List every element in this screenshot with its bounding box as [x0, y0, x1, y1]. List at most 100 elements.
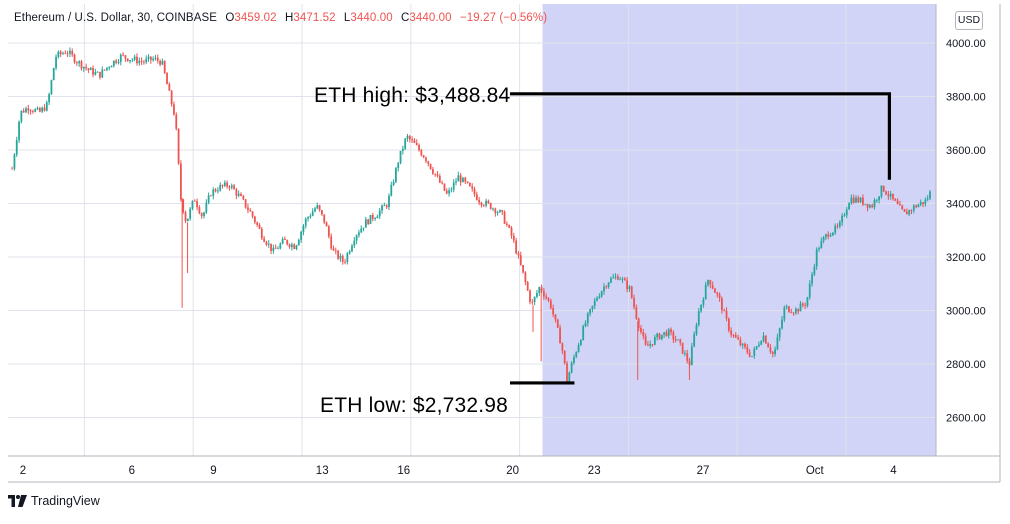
candle-body — [397, 163, 400, 169]
candle-body — [316, 205, 319, 209]
high-value: 3471.52 — [293, 12, 336, 24]
close-label: C — [401, 12, 410, 24]
candle-body — [778, 328, 781, 338]
candle-body — [473, 188, 476, 195]
candle-body — [633, 297, 635, 308]
candle-body — [11, 168, 14, 170]
candle-body — [96, 71, 99, 73]
candle-body — [459, 175, 462, 183]
currency-button[interactable]: USD — [955, 11, 983, 30]
eth-low-annotation: ETH low: $2,732.98 — [320, 394, 509, 417]
candle-body — [820, 240, 823, 249]
low-value: 3440.00 — [350, 12, 393, 24]
candle-body — [101, 69, 104, 78]
candle-body — [559, 327, 561, 344]
candle-body — [385, 205, 388, 208]
candle-body — [369, 214, 372, 225]
candle-body — [693, 334, 696, 347]
candle-body — [475, 194, 478, 201]
candle-body — [240, 193, 242, 197]
candle-body — [725, 310, 728, 319]
candle-body — [721, 298, 723, 311]
candle-body — [186, 218, 189, 222]
candle-body — [244, 199, 247, 208]
candle-body — [156, 57, 159, 61]
candle-body — [862, 197, 864, 205]
candle-body — [464, 177, 467, 182]
candle-body — [818, 248, 820, 250]
candle-body — [494, 208, 497, 214]
candle-body — [831, 232, 834, 236]
y-tick-label: 4000.00 — [946, 38, 986, 50]
candle-body — [270, 243, 272, 251]
candle-body — [885, 191, 887, 195]
candle-body — [184, 212, 187, 222]
candle-body — [406, 136, 409, 139]
candle-body — [89, 67, 92, 71]
candle-body — [517, 253, 520, 256]
candle-body — [642, 332, 645, 337]
candle-body — [265, 241, 268, 245]
candle-body — [43, 107, 46, 111]
candle-body — [801, 303, 804, 306]
candle-body — [880, 185, 883, 197]
candle-body — [503, 211, 506, 224]
candle-body — [436, 174, 439, 177]
candle-body — [334, 250, 337, 252]
candle-body — [480, 202, 483, 206]
tradingview-branding[interactable]: TradingView — [8, 492, 100, 510]
candle-body — [751, 356, 753, 357]
candle-body — [189, 208, 192, 219]
candle-body — [388, 195, 390, 208]
candle-body — [272, 247, 275, 251]
candle-body — [233, 185, 235, 190]
candle-body — [251, 211, 254, 217]
candle-body — [364, 219, 367, 228]
candle-body — [852, 197, 855, 203]
candle-body — [94, 72, 97, 75]
candle-body — [468, 182, 471, 187]
candle-body — [707, 280, 709, 285]
candle-body — [115, 60, 118, 63]
candle-body — [452, 182, 455, 190]
candle-body — [762, 335, 765, 342]
candle-body — [630, 286, 633, 298]
candle-body — [915, 205, 918, 208]
candle-body — [813, 266, 816, 275]
candle-body — [573, 356, 575, 363]
candle-body — [929, 191, 931, 199]
candle-body — [492, 208, 494, 210]
candle-body — [154, 57, 157, 59]
candle-body — [182, 199, 185, 213]
candle-body — [570, 362, 573, 373]
candle-body — [905, 211, 908, 215]
symbol-label[interactable]: Ethereum / U.S. Dollar, 30, COINBASE — [14, 12, 218, 24]
candle-body — [757, 344, 760, 347]
candle-body — [163, 60, 166, 74]
candle-body — [281, 239, 284, 244]
candle-body — [764, 335, 767, 344]
candle-body — [274, 247, 277, 249]
y-tick-label: 3000.00 — [946, 306, 986, 318]
low-label: L — [343, 12, 351, 24]
candle-body — [339, 255, 342, 259]
candle-body — [566, 363, 568, 382]
candle-body — [709, 280, 712, 286]
candle-body — [198, 207, 201, 214]
candle-body — [425, 157, 427, 162]
candle-body — [656, 333, 659, 338]
candle-body — [774, 349, 776, 354]
candle-body — [674, 339, 677, 341]
candle-body — [584, 322, 587, 327]
candle-body — [309, 215, 312, 218]
x-tick-label: 9 — [210, 465, 216, 477]
candle-body — [302, 225, 305, 232]
candle-body — [603, 286, 605, 292]
candle-body — [462, 177, 464, 183]
candle-body — [487, 200, 490, 203]
candle-body — [887, 194, 890, 197]
candle-body — [533, 296, 536, 303]
candle-body — [531, 301, 534, 303]
